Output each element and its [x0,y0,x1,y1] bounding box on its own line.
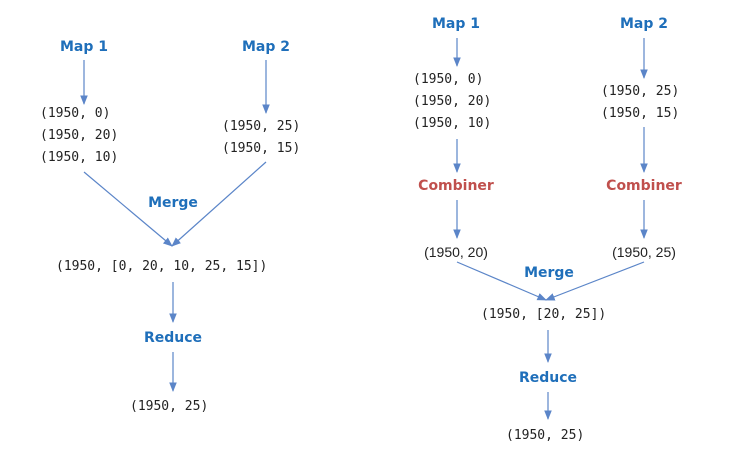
right-map1-line-1: (1950, 0) [413,72,484,87]
left-reduce-label: Reduce [143,330,203,346]
right-map2-line-1: (1950, 25) [601,84,680,99]
left-map2-label: Map 2 [241,39,291,55]
arrow-right-combined2-to-merge [545,261,645,301]
right-combiner2-label: Combiner [606,178,682,194]
right-result: (1950, 25) [506,428,585,443]
left-map1-label: Map 1 [59,39,109,55]
arrow-left-map2-to-merge [171,161,267,247]
right-combiner1-label: Combiner [418,178,494,194]
right-map2-label: Map 2 [619,16,669,32]
right-combined2-output: (1950, 25) [612,244,676,260]
arrow-right-combined1-to-merge [456,261,547,301]
left-map1-line-1: (1950, 0) [40,106,111,121]
left-merge-label: Merge [148,195,198,211]
left-map2-line-2: (1950, 15) [222,141,301,156]
right-map1-line-3: (1950, 10) [413,116,492,131]
left-merged-output: (1950, [0, 20, 10, 25, 15]) [56,259,268,274]
right-combined1-output: (1950, 20) [424,244,488,260]
left-map2-line-1: (1950, 25) [222,119,301,134]
left-map1-line-3: (1950, 10) [40,150,119,165]
right-reduce-label: Reduce [518,370,578,386]
right-map1-label: Map 1 [431,16,481,32]
right-map1-line-2: (1950, 20) [413,94,492,109]
left-result: (1950, 25) [130,399,209,414]
right-merged-output: (1950, [20, 25]) [481,307,607,322]
right-merge-label: Merge [524,265,574,281]
left-map1-line-2: (1950, 20) [40,128,119,143]
right-map2-line-2: (1950, 15) [601,106,680,121]
arrow-left-map1-to-merge [83,171,173,247]
